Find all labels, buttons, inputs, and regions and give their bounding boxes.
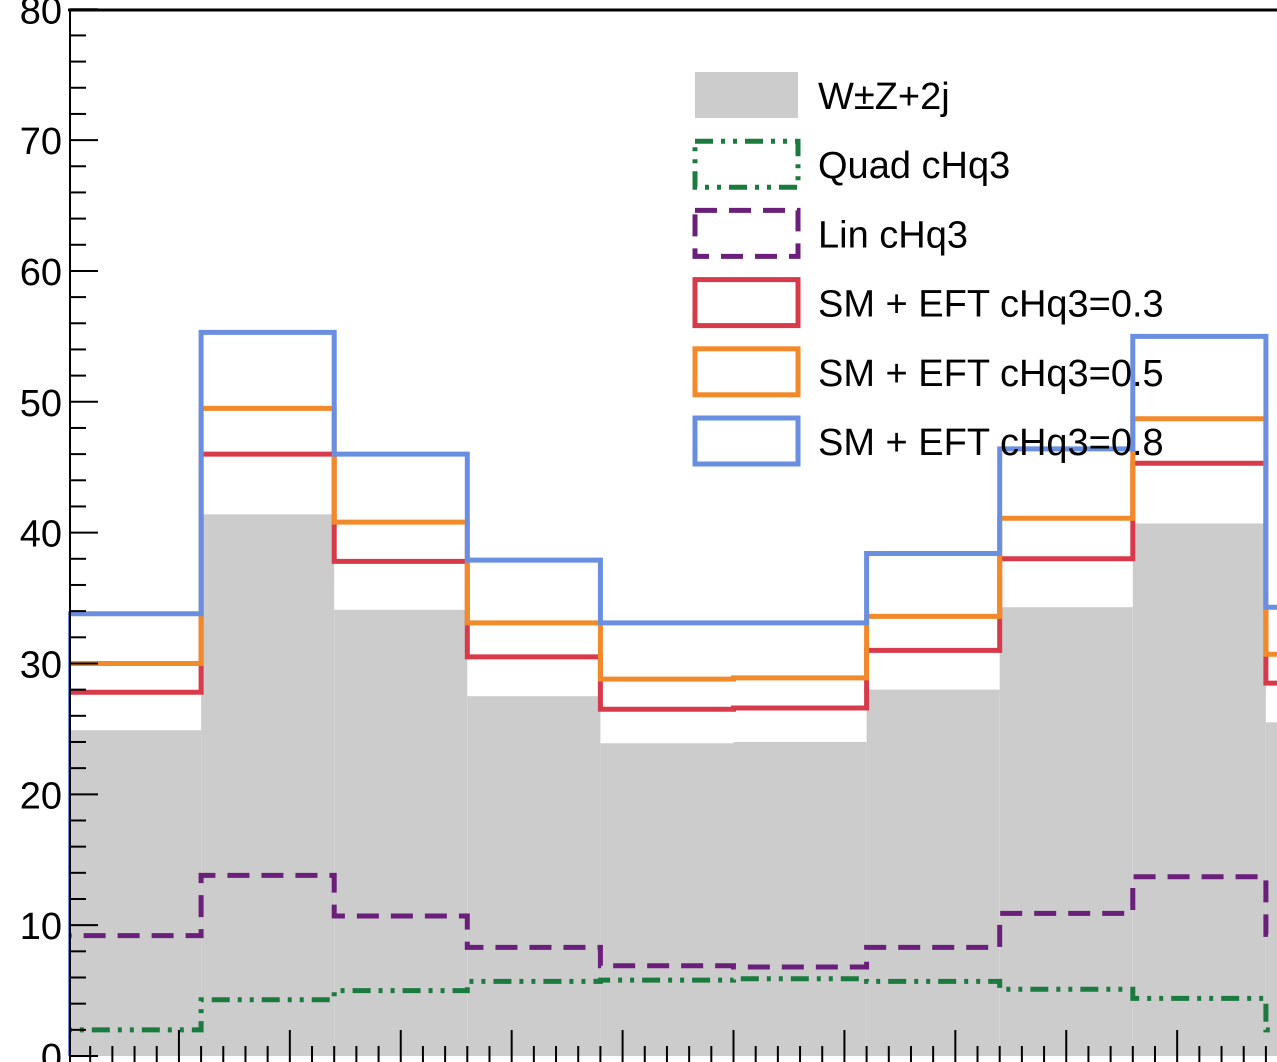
legend-swatch [692, 277, 801, 329]
legend-item-3: SM + EFT cHq3=0.3 [692, 277, 1164, 329]
y-tick-label: 50 [20, 383, 62, 425]
bar-bin-7 [866, 689, 1000, 1056]
bar-bin-10 [1265, 722, 1277, 1056]
legend-label: W±Z+2j [818, 76, 950, 118]
series-line-5 [68, 329, 1277, 1056]
legend-swatch [692, 415, 801, 467]
y-tick-label: 10 [20, 906, 62, 948]
legend-label: SM + EFT cHq3=0.3 [818, 284, 1164, 326]
y-tick-label: 0 [41, 1037, 62, 1062]
legend-label: Quad cHq3 [818, 145, 1010, 187]
legend-swatch [692, 207, 801, 259]
legend-item-0: W±Z+2j [695, 72, 950, 118]
legend-item-1: Quad cHq3 [692, 138, 1010, 190]
legend-label: SM + EFT cHq3=0.5 [818, 353, 1164, 395]
legend-label: Lin cHq3 [818, 214, 968, 256]
axes: 0 10 20 30 40 50 60 70 80 [20, 0, 1277, 1062]
series-line-1 [68, 976, 1277, 1056]
series-line-2 [68, 872, 1277, 1056]
bar-bin-8 [999, 607, 1133, 1056]
bar-bin-6 [733, 741, 867, 1056]
plot-area [68, 329, 1277, 1056]
legend: W±Z+2j Quad cHq3 Lin cHq3 SM + EFT cHq3=0.3… [692, 72, 1164, 467]
legend-swatch [692, 346, 801, 398]
bar-bin-3 [334, 609, 468, 1056]
series-line-4 [68, 405, 1277, 1056]
bar-bin-2 [201, 514, 335, 1056]
y-tick-label: 30 [20, 644, 62, 686]
bar-bin-9 [1132, 523, 1266, 1056]
line-histogram-layer [68, 329, 1277, 1056]
y-tick-label: 40 [20, 514, 62, 556]
y-tick-label: 60 [20, 252, 62, 294]
y-tick-label: 20 [20, 775, 62, 817]
legend-label: SM + EFT cHq3=0.8 [818, 422, 1164, 464]
legend-swatch [695, 72, 798, 118]
legend-swatch [692, 138, 801, 190]
legend-item-4: SM + EFT cHq3=0.5 [692, 346, 1164, 398]
bar-bin-4 [467, 696, 601, 1056]
legend-item-2: Lin cHq3 [692, 207, 968, 259]
bar-bin-1 [68, 730, 202, 1056]
filled-histogram-layer [68, 514, 1277, 1056]
series-line-3 [68, 451, 1277, 1056]
y-tick-label: 80 [20, 0, 62, 32]
legend-item-5: SM + EFT cHq3=0.8 [692, 415, 1164, 467]
bar-bin-5 [600, 743, 734, 1056]
y-tick-label: 70 [20, 121, 62, 163]
